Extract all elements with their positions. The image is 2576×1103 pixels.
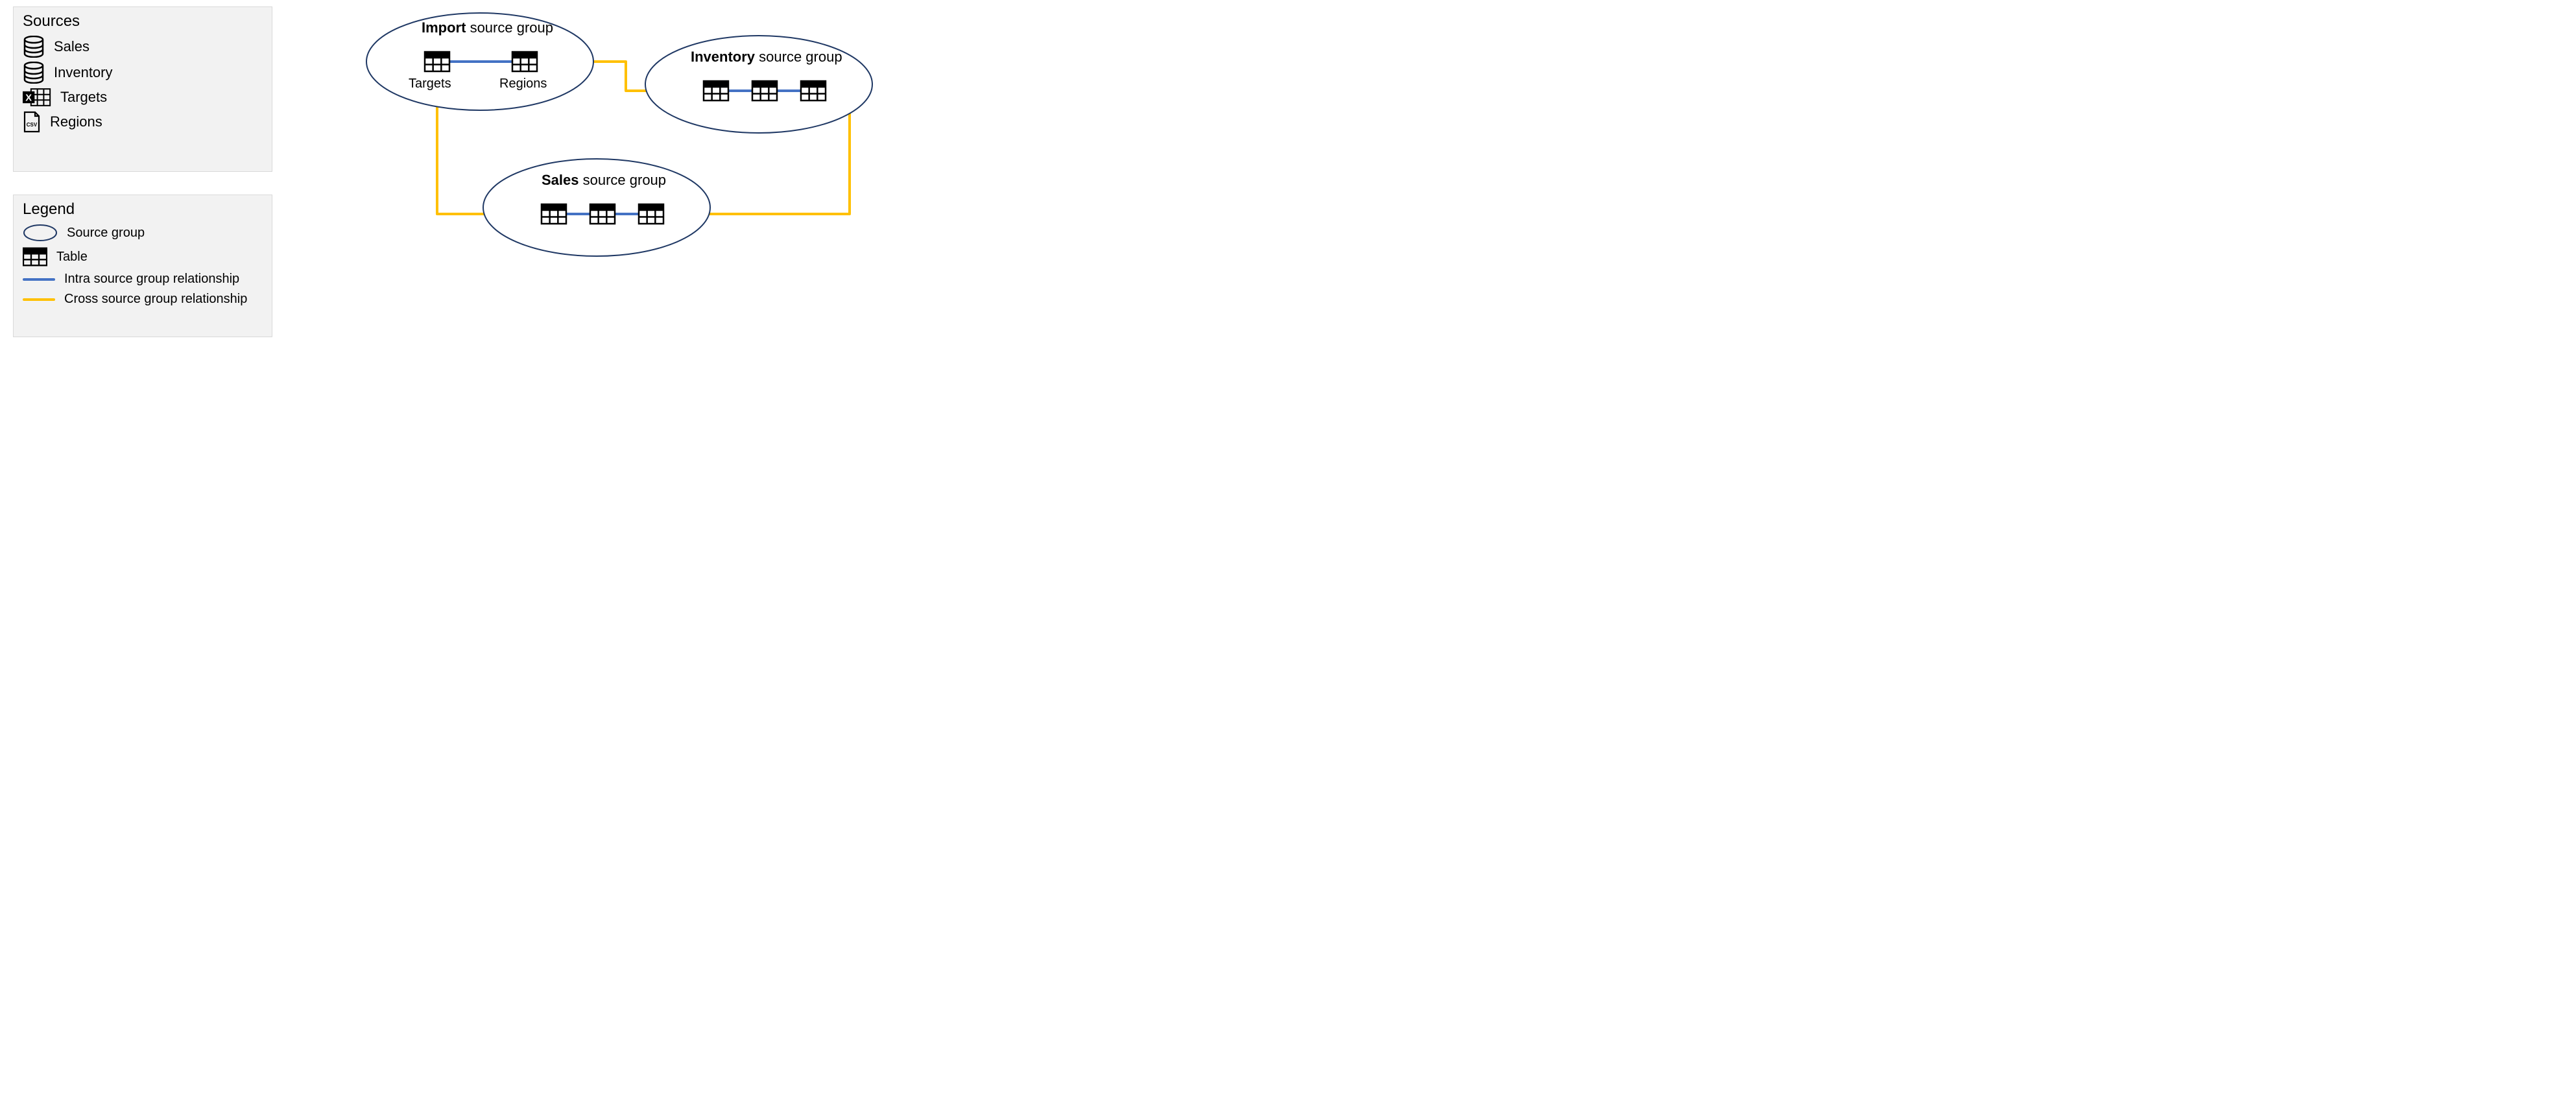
source-group-label: Inventory source group	[691, 49, 842, 65]
table-icon	[512, 52, 537, 71]
source-group-label: Sales source group	[542, 172, 666, 189]
source-group-suffix: source group	[755, 49, 842, 65]
table-icon	[590, 204, 615, 224]
source-group-name: Sales	[542, 172, 579, 188]
table-label: Targets	[409, 77, 451, 91]
table-icon	[542, 204, 566, 224]
source-group-name: Import	[422, 19, 466, 36]
table-icon	[752, 81, 777, 101]
source-group-label: Import source group	[422, 19, 553, 36]
table-icon	[425, 52, 449, 71]
source-group-suffix: source group	[466, 19, 553, 36]
source-group-suffix: source group	[579, 172, 667, 188]
table-icon	[639, 204, 663, 224]
table-icon	[704, 81, 728, 101]
table-icon	[801, 81, 826, 101]
source-group-name: Inventory	[691, 49, 755, 65]
table-label: Regions	[499, 77, 547, 91]
